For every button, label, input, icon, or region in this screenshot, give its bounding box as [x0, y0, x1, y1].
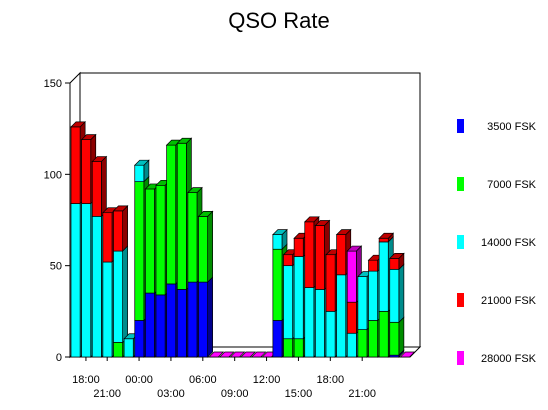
- legend-label: 28000 FSK: [481, 353, 537, 365]
- bars: [70, 120, 416, 358]
- legend: 3500 FSK 7000 FSK 14000 FSK 21000 FSK 28000 …: [457, 119, 537, 365]
- x-tick-label: 06:00: [189, 374, 217, 386]
- y-tick-label: 100: [44, 169, 62, 181]
- bar-segment: [133, 159, 150, 183]
- legend-swatch: [457, 351, 464, 365]
- bar-segment: [389, 263, 405, 324]
- bar-segment: [198, 276, 213, 358]
- bar-segment: [113, 245, 128, 344]
- bar-segment: [91, 155, 108, 218]
- y-axis: 0 50 100 150: [44, 78, 70, 364]
- x-tick-label: 21:00: [93, 388, 121, 400]
- legend-swatch: [457, 177, 464, 191]
- bar-segment: [112, 205, 129, 252]
- x-tick-label: 18:00: [72, 374, 100, 386]
- x-tick-label: 03:00: [157, 388, 185, 400]
- x-tick-label: 21:00: [348, 388, 376, 400]
- x-tick-label: 15:00: [285, 388, 313, 400]
- bar-segment: [389, 316, 405, 357]
- bar-segment: [378, 232, 395, 243]
- x-tick-label: 00:00: [125, 374, 153, 386]
- x-axis: 18:0021:0000:0003:0006:0009:0012:0015:00…: [72, 357, 376, 400]
- legend-label: 3500 FSK: [487, 121, 537, 133]
- y-tick-label: 150: [44, 78, 62, 90]
- legend-label: 14000 FSK: [481, 237, 537, 249]
- x-tick-label: 09:00: [221, 388, 249, 400]
- legend-label: 7000 FSK: [487, 179, 537, 191]
- bar-segment: [388, 252, 405, 271]
- bar-empty: [399, 351, 416, 358]
- bar-empty: [218, 351, 235, 358]
- y-tick-label: 50: [50, 261, 62, 273]
- legend-swatch: [457, 293, 464, 307]
- legend-swatch: [457, 119, 464, 133]
- y-tick-label: 0: [56, 352, 62, 364]
- bar-empty: [250, 351, 267, 358]
- legend-label: 21000 FSK: [481, 295, 537, 307]
- bar-empty: [240, 351, 256, 358]
- x-tick-label: 12:00: [253, 374, 281, 386]
- x-tick-label: 18:00: [317, 374, 345, 386]
- bar-segment: [197, 210, 214, 283]
- bar-empty: [208, 351, 225, 358]
- bar-segment: [272, 228, 288, 251]
- chart-title: QSO Rate: [228, 8, 329, 33]
- legend-swatch: [457, 235, 464, 249]
- bar-empty: [229, 351, 246, 358]
